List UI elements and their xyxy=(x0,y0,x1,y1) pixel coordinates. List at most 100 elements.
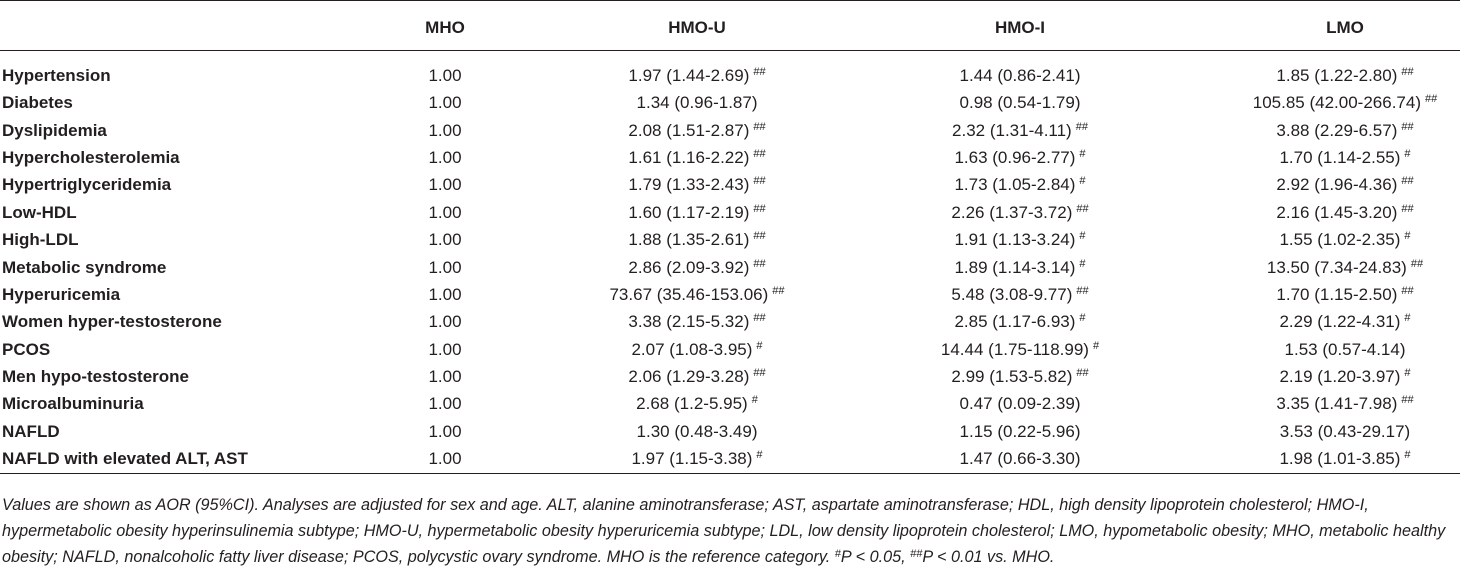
table-cell: 1.00 xyxy=(428,284,462,304)
table-cell: 1.55 (1.02-2.35) # xyxy=(1279,230,1410,250)
table-cell: 105.85 (42.00-266.74) ## xyxy=(1253,93,1438,113)
significance-mark: ## xyxy=(1401,202,1414,215)
table-cell: 1.47 (0.66-3.30) xyxy=(959,449,1081,469)
cell-value: 2.29 (1.22-4.31) xyxy=(1279,312,1401,332)
cell-value: 2.26 (1.37-3.72) xyxy=(951,202,1073,222)
table-cell: 1.60 (1.17-2.19) ## xyxy=(628,203,765,223)
significance-mark: ## xyxy=(1401,175,1414,188)
table-cell: 1.53 (0.57-4.14) xyxy=(1284,339,1406,359)
footnote-text: P < 0.01 vs. MHO. xyxy=(922,548,1055,566)
table-cell: 0.98 (0.54-1.79) xyxy=(959,93,1081,113)
footnote-text: Values are shown as AOR (95%CI). Analyse… xyxy=(2,496,1446,566)
table-cell: 2.99 (1.53-5.82) ## xyxy=(951,367,1088,387)
cell-value: 2.06 (1.29-3.28) xyxy=(628,366,750,386)
significance-mark: ## xyxy=(1076,366,1089,379)
table-cell: 1.89 (1.14-3.14) # xyxy=(954,258,1085,278)
cell-value: 1.63 (0.96-2.77) xyxy=(954,148,1076,168)
column-header: HMO-I xyxy=(994,18,1046,37)
table-cell: 1.91 (1.13-3.24) # xyxy=(954,230,1085,250)
cell-value: 3.88 (2.29-6.57) xyxy=(1276,120,1398,140)
table-cell: 73.67 (35.46-153.06) ## xyxy=(609,285,784,305)
table-cell: 2.06 (1.29-3.28) ## xyxy=(628,367,765,387)
significance-mark: ## xyxy=(1425,93,1438,106)
row-label: High-LDL xyxy=(2,230,79,250)
cell-value: 14.44 (1.75-118.99) xyxy=(940,339,1089,359)
cell-value: 1.97 (1.44-2.69) xyxy=(628,66,750,85)
table-cell: 1.98 (1.01-3.85) # xyxy=(1279,449,1410,469)
significance-mark: ## xyxy=(1410,257,1424,270)
column-header: MHO xyxy=(425,18,465,37)
cell-value: 1.70 (1.14-2.55) xyxy=(1279,148,1401,168)
table-cell: 2.86 (2.09-3.92) ## xyxy=(628,258,765,278)
footnote-sup: # xyxy=(834,548,841,560)
footnote-text: P < 0.05, xyxy=(840,548,911,566)
significance-mark: # xyxy=(1079,257,1086,270)
table-cell: 1.00 xyxy=(428,449,462,469)
table-cell: 13.50 (7.34-24.83) ## xyxy=(1267,258,1423,278)
table-cell: 2.92 (1.96-4.36) ## xyxy=(1276,175,1413,195)
cell-value: 2.16 (1.45-3.20) xyxy=(1276,202,1398,222)
table-cell: 3.53 (0.43-29.17) xyxy=(1279,421,1411,441)
row-label: Hypercholesterolemia xyxy=(2,148,180,168)
table-cell: 1.00 xyxy=(428,230,462,250)
table-cell: 14.44 (1.75-118.99) # xyxy=(941,340,1099,360)
row-label: Low-HDL xyxy=(2,202,77,222)
significance-mark: # xyxy=(1079,312,1086,325)
table-cell: 1.00 xyxy=(428,339,462,359)
table-cell: 1.85 (1.22-2.80) ## xyxy=(1276,66,1413,86)
table-cell: 3.38 (2.15-5.32) ## xyxy=(628,312,765,332)
table-cell: 1.79 (1.33-2.43) ## xyxy=(628,175,765,195)
table-cell: 3.35 (1.41-7.98) ## xyxy=(1276,394,1413,414)
table-cell: 1.70 (1.14-2.55) # xyxy=(1279,148,1410,168)
row-label: NAFLD xyxy=(2,421,60,441)
cell-value: 1.60 (1.17-2.19) xyxy=(628,202,750,222)
cell-value: 3.35 (1.41-7.98) xyxy=(1276,394,1398,414)
table-cell: 1.70 (1.15-2.50) ## xyxy=(1276,285,1413,305)
table-cell: 3.88 (2.29-6.57) ## xyxy=(1276,121,1413,141)
table-cell: 1.00 xyxy=(428,175,462,195)
table-cell: 1.30 (0.48-3.49) xyxy=(636,421,758,441)
table-cell: 2.16 (1.45-3.20) ## xyxy=(1276,203,1413,223)
cell-value: 2.99 (1.53-5.82) xyxy=(951,366,1073,386)
significance-mark: # xyxy=(1079,148,1086,161)
significance-mark: # xyxy=(1404,230,1411,243)
row-label: Hyperuricemia xyxy=(2,284,121,304)
significance-mark: # xyxy=(1404,366,1411,379)
significance-mark: # xyxy=(1079,230,1086,243)
significance-mark: ## xyxy=(772,284,785,297)
footnote-sup: ## xyxy=(910,548,923,560)
table-cell: 1.44 (0.86-2.41) xyxy=(959,66,1081,85)
header-rule xyxy=(0,50,1460,51)
top-rule xyxy=(0,0,1460,1)
table-cell: 1.15 (0.22-5.96) xyxy=(959,421,1081,441)
table-cell: 2.07 (1.08-3.95) # xyxy=(631,340,762,360)
table-cell: 1.61 (1.16-2.22) ## xyxy=(628,148,765,168)
row-label: NAFLD with elevated ALT, AST xyxy=(2,449,248,469)
table-cell: 1.00 xyxy=(428,148,462,168)
significance-mark: ## xyxy=(1401,394,1414,407)
row-label: Hypertension xyxy=(2,66,111,85)
cell-value: 1.79 (1.33-2.43) xyxy=(628,175,750,195)
cell-value: 1.61 (1.16-2.22) xyxy=(628,148,750,168)
table-cell: 1.00 xyxy=(428,120,462,140)
table-cell: 1.88 (1.35-2.61) ## xyxy=(628,230,765,250)
cell-value: 1.97 (1.15-3.38) xyxy=(631,449,753,469)
table-cell: 1.00 xyxy=(428,66,462,85)
significance-mark: ## xyxy=(1076,284,1089,297)
row-label: Microalbuminuria xyxy=(2,394,144,414)
table-cell: 1.63 (0.96-2.77) # xyxy=(954,148,1085,168)
row-label: Men hypo-testosterone xyxy=(2,366,190,386)
significance-mark: ## xyxy=(753,120,766,133)
significance-mark: ## xyxy=(1075,120,1088,133)
table-cell: 2.68 (1.2-5.95) # xyxy=(636,394,758,414)
cell-value: 2.92 (1.96-4.36) xyxy=(1276,175,1398,195)
cell-value: 3.38 (2.15-5.32) xyxy=(628,312,750,332)
table-cell: 1.00 xyxy=(428,394,462,414)
significance-mark: # xyxy=(756,339,763,352)
table-cell: 2.29 (1.22-4.31) # xyxy=(1279,312,1410,332)
table-cell: 1.73 (1.05-2.84) # xyxy=(954,175,1085,195)
cell-value: 5.48 (3.08-9.77) xyxy=(951,284,1073,304)
table-cell: 1.00 xyxy=(428,93,462,113)
row-label: Hypertriglyceridemia xyxy=(2,175,172,195)
table-cell: 1.00 xyxy=(428,312,462,332)
